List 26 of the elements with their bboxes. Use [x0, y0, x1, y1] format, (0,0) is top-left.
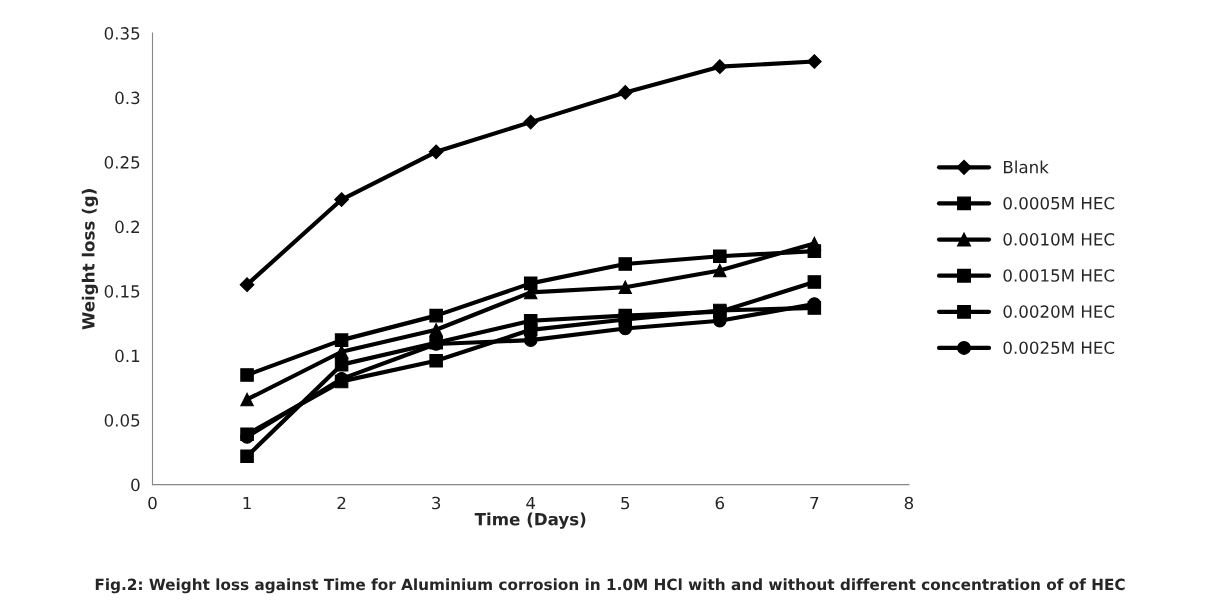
y-tick-label: 0.3	[115, 91, 140, 105]
y-tick-label: 0.2	[115, 220, 140, 234]
x-tick-label: 1	[243, 496, 251, 510]
x-tick-label: 7	[810, 496, 819, 510]
legend-label: 0.0020M HEC	[1003, 305, 1115, 318]
x-tick-label: 2	[337, 496, 346, 510]
x-tick-label: 6	[715, 496, 725, 510]
x-tick-label: 3	[432, 496, 441, 510]
legend-label: 0.0015M HEC	[1003, 269, 1115, 282]
y-tick-label: 0	[131, 478, 140, 492]
legend-label: 0.0010M HEC	[1003, 233, 1115, 246]
x-tick-label: 4	[526, 496, 536, 510]
x-axis-title: Time (Days)	[474, 512, 586, 529]
x-tick-label: 0	[148, 496, 157, 510]
x-tick-label: 8	[904, 496, 914, 510]
legend-label: 0.0025M HEC	[1003, 341, 1115, 355]
y-tick-label: 0.35	[104, 27, 140, 40]
legend-label: Blank	[1004, 160, 1049, 174]
legend-label: 0.0005M HEC	[1003, 196, 1115, 210]
x-tick-label: 5	[621, 496, 630, 510]
caption: Fig.2: Weight loss against Time for Aluminium corrosion in 1.0M HCl with and without different concentration of of HEC	[95, 578, 1125, 594]
y-tick-label: 0.25	[104, 156, 140, 169]
y-tick-label: 0.05	[104, 414, 140, 427]
y-axis-title: Weight loss (g)	[81, 189, 99, 330]
y-tick-label: 0.15	[104, 285, 140, 298]
y-tick-label: 0.1	[115, 349, 140, 363]
